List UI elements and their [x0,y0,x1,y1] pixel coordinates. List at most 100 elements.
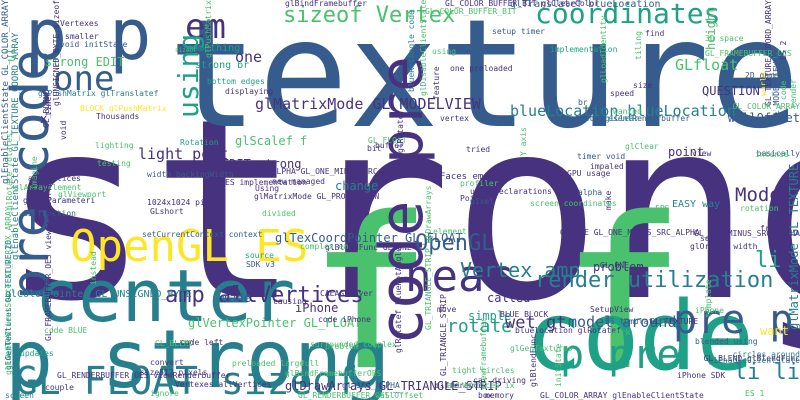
cloud-word: iPhone SDK [677,371,726,380]
cloud-word: updates [20,349,54,358]
cloud-word: glMatrixMode GL_MODELVIEW [255,95,481,113]
cloud-word: Thousands [96,112,140,121]
cloud-word: ES 2 [779,40,788,60]
cloud-word: profiler [460,179,499,188]
cloud-word: glBlendFunc GL_ONE [325,243,412,252]
cloud-word: 1024x1024 pixels [147,198,225,207]
cloud-word: void initState [60,40,128,49]
cloud-word: height [704,6,718,50]
cloud-word: 2D game [745,71,779,80]
cloud-word: wallOffset [727,111,800,125]
cloud-word: impaled [590,162,624,171]
cloud-word: glGenTextures GL_TEXTURE_2D [4,239,13,370]
cloud-word: screen coordinates [530,199,617,208]
cloud-word: called [487,291,531,305]
cloud-word: near [405,251,511,302]
cloud-word: simple [468,309,512,323]
cloud-word: want [760,324,789,338]
cloud-word: speed [610,89,635,98]
cloud-word: tiling [634,31,643,60]
cloud-word: glDrawArrays GL_TRIANGLE_STRIP [285,379,502,393]
cloud-word: li li [733,360,800,385]
cloud-word: preloaded large [232,359,305,368]
cloud-word: GL_COLOR_BUFFER_BIT [425,7,517,16]
cloud-word: allVertices [28,174,81,183]
cloud-word: bluelocation glRotatef [515,326,621,335]
cloud-word: pixel [470,197,495,206]
cloud-word: glClear [605,114,639,123]
cloud-word: setup timer [492,27,545,36]
cloud-word: problem [325,342,359,351]
cloud-word: Y axis [519,127,528,156]
cloud-word: CAEAGLLayer [320,289,373,298]
cloud-word: screen [5,391,34,400]
cloud-word: memory [485,391,514,400]
cloud-word: strong EDIT [45,55,125,69]
cloud-word: setup [700,234,725,243]
cloud-word: glBindFramebuffer [285,0,367,8]
cloud-word: texture [167,0,800,162]
cloud-word: tight circles [452,366,515,375]
cloud-word: Using [255,184,280,193]
cloud-word: Model [735,184,793,206]
cloud-word: alpha [578,188,603,197]
cloud-word: size512 pixels [140,368,208,377]
cloud-word: timer void [577,152,626,161]
cloud-word: displaying [225,87,274,96]
cloud-word: wanted [613,107,642,116]
cloud-word: glVertexPointer GL_FLOAT [188,316,362,330]
cloud-word: box [478,391,493,400]
cloud-word: allVertices ix [447,381,515,390]
cloud-word: element [433,227,467,236]
cloud-word: one [53,59,115,99]
cloud-word: light post [138,145,229,163]
cloud-word: gl_SRC_ALPHA [342,381,400,390]
cloud-word: convert [150,358,184,367]
cloud-word: glGenTextures [510,344,573,353]
cloud-word: full [300,359,320,368]
cloud-word: void [59,120,68,140]
cloud-word: glRotatef blueRotAngle [394,247,403,353]
cloud-word: glLoadIdentity [599,15,608,83]
cloud-word: glRotatef [396,109,405,153]
cloud-word: GL_ONE GL_ONE_MINUS_SRC_ALPHA [560,228,700,237]
cloud-word: feature [432,66,441,100]
cloud-word: rotation [740,204,779,213]
cloud-word: bottom edges [207,77,265,86]
cloud-word: GLshort [150,207,184,216]
cloud-word: Vertexes [60,19,99,28]
cloud-word: difference [435,381,484,390]
cloud-word: glMatrixMode GL_PROJECTION [254,192,380,201]
cloud-word: implementation [550,45,618,54]
cloud-word: x [40,112,48,126]
cloud-word: f f [307,172,687,400]
cloud-word: frame [760,224,785,233]
cloud-word: width backingWidth [147,170,234,179]
cloud-word: p pre [560,332,681,378]
cloud-word: OpenGL ES [70,221,309,272]
cloud-word: BLUE BLOCK [500,310,549,319]
cloud-word: Faces em [440,172,484,182]
cloud-word: glTranslatef blueLocation [510,0,661,10]
cloud-word: GL_SRC_ALPHA GL_ONE_MINUS_SRC_ALPHA [238,167,407,176]
cloud-word: coordinates [535,0,721,30]
cloud-word: GL_FRAMEBUFFER_OES [705,49,792,58]
cloud-word: amp allVertices [165,283,364,308]
cloud-word: GL_FLOAT [368,136,407,145]
cloud-word: one preloaded [450,64,513,73]
cloud-word: move [437,305,457,314]
cloud-word: code [779,80,788,100]
cloud-word: glPushMatrix [204,0,213,58]
cloud-word: p p [25,0,152,76]
cloud-word: couple [45,383,74,392]
cloud-word: glBindFramebufferOES [285,369,382,378]
cloud-word: glScalef f [235,134,308,148]
cloud-word: Rotation [180,138,219,147]
cloud-word: viewFramebuffer [479,317,488,390]
cloud-word: new managed [272,177,325,186]
cloud-word: causing [273,297,307,306]
cloud-word: GL_BLEND [42,89,51,128]
cloud-word: QUESTION [702,84,760,98]
cloud-word: li [755,248,782,273]
